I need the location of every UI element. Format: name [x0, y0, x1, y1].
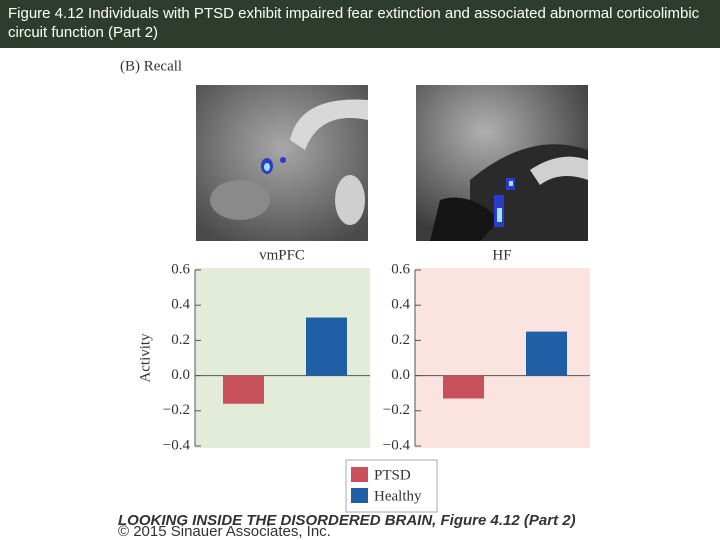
y-tick-label: −0.2 [383, 402, 410, 418]
y-tick-label: 0.2 [391, 332, 410, 348]
chart-title: HF [492, 247, 511, 263]
brain-image-vmpfc [196, 85, 368, 241]
legend-swatch [351, 488, 368, 503]
legend-label: Healthy [374, 488, 422, 504]
credit: LOOKING INSIDE THE DISORDERED BRAIN, Fig… [118, 512, 576, 529]
y-tick-label: 0.2 [171, 332, 190, 348]
y-axis-label: Activity [137, 333, 153, 383]
y-tick-label: −0.2 [163, 402, 190, 418]
bar [223, 375, 264, 404]
chart-title: vmPFC [259, 247, 305, 263]
y-tick-label: −0.4 [383, 437, 411, 453]
legend-swatch [351, 467, 368, 482]
brain-image-hf [416, 85, 588, 241]
y-tick-label: 0.4 [391, 297, 410, 313]
y-tick-label: 0.6 [391, 261, 410, 277]
y-tick-label: −0.4 [163, 437, 191, 453]
y-tick-label: 0.0 [171, 367, 190, 383]
bar [443, 375, 484, 399]
credit: © 2015 Sinauer Associates, Inc. [118, 523, 331, 540]
y-tick-label: 0.0 [391, 367, 410, 383]
legend-label: PTSD [374, 467, 411, 483]
panel-label: (B) Recall [120, 58, 182, 74]
y-tick-label: 0.4 [171, 297, 190, 313]
bar [526, 331, 567, 376]
slide-title: Figure 4.12 Individuals with PTSD exhibi… [0, 0, 720, 48]
bar [306, 317, 347, 376]
y-tick-label: 0.6 [171, 261, 190, 277]
